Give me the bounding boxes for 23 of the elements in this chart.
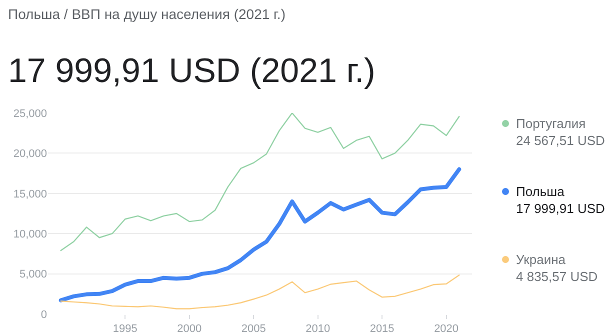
text: 17 999,91 USD (516, 200, 605, 217)
x-tick-label: 2015 (370, 323, 394, 336)
y-tick-label: 0 (40, 308, 47, 321)
text: 24 567,51 USD (516, 132, 605, 149)
x-tick-label: 2020 (434, 323, 459, 336)
y-tick-label: 15,000 (13, 188, 47, 200)
y-tick-label: 20,000 (13, 148, 47, 160)
y-tick-label: 10,000 (13, 228, 47, 240)
line-series (60, 274, 460, 310)
chart-subtitle: 17 999,91 USD (2021 г.) (8, 52, 376, 91)
x-tick-label: 1995 (112, 323, 138, 336)
x-tick-label: 2010 (306, 323, 330, 336)
line-series (60, 113, 460, 252)
chart-title: Польша / ВВП на душу населения (2021 г.) (8, 6, 286, 22)
legend-label: Украина (516, 251, 566, 268)
line-series (58, 167, 462, 302)
legend-label: Португалия (516, 115, 587, 132)
y-tick-label: 5,000 (19, 268, 47, 281)
x-tick-label: 2000 (177, 323, 202, 336)
x-tick-label: 2005 (241, 323, 266, 336)
y-tick-label: 25,000 (13, 108, 47, 120)
legend-label: Польша (516, 183, 566, 200)
text: 4 835,57 USD (516, 268, 599, 285)
